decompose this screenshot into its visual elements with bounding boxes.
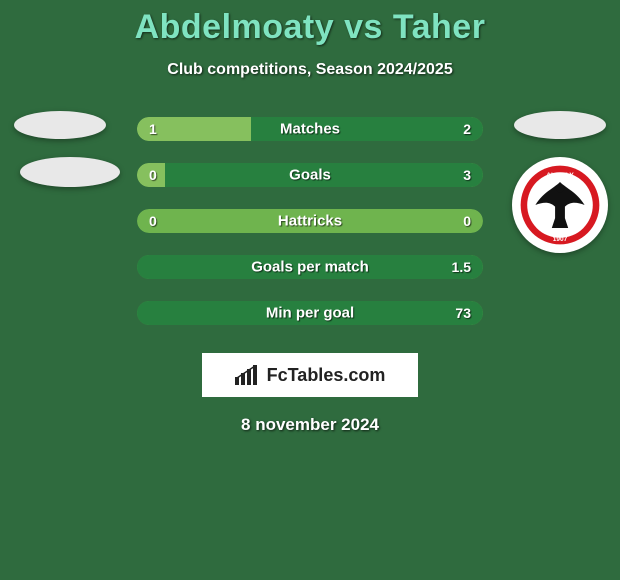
stat-value-right: 3 (463, 167, 471, 183)
comparison-region: AL AHLY 1907 Matches 1 2 Goals 0 3 Hattricks 0 0… (0, 117, 620, 325)
brand-text: FcTables.com (267, 365, 386, 386)
stat-value-right: 1.5 (452, 259, 471, 275)
al-ahly-crest-icon: AL AHLY 1907 (519, 164, 601, 246)
stat-value-left: 0 (149, 167, 157, 183)
stat-value-left: 1 (149, 121, 157, 137)
stat-bars: Matches 1 2 Goals 0 3 Hattricks 0 0 Goals per mat… (137, 117, 483, 325)
svg-text:AL AHLY: AL AHLY (546, 172, 574, 179)
stat-value-right: 0 (463, 213, 471, 229)
date-text: 8 november 2024 (0, 415, 620, 435)
stat-label: Goals (289, 167, 331, 184)
page-subtitle: Club competitions, Season 2024/2025 (0, 61, 620, 79)
stat-label: Hattricks (278, 213, 342, 230)
brand-box: FcTables.com (202, 353, 418, 397)
player-left-avatar-placeholder (14, 111, 106, 139)
svg-text:1907: 1907 (553, 236, 568, 243)
stat-label: Matches (280, 121, 340, 138)
stat-label: Min per goal (266, 305, 354, 322)
club-right-badge: AL AHLY 1907 (512, 157, 608, 253)
stat-value-right: 2 (463, 121, 471, 137)
player-right-avatar-placeholder (514, 111, 606, 139)
stat-label: Goals per match (251, 259, 369, 276)
stat-row: Matches 1 2 (137, 117, 483, 141)
stat-row: Min per goal 73 (137, 301, 483, 325)
stat-value-right: 73 (455, 305, 471, 321)
stat-row: Goals per match 1.5 (137, 255, 483, 279)
stat-row: Goals 0 3 (137, 163, 483, 187)
bar-chart-icon (235, 365, 261, 385)
stat-value-left: 0 (149, 213, 157, 229)
page-title: Abdelmoaty vs Taher (0, 0, 620, 47)
stat-row: Hattricks 0 0 (137, 209, 483, 233)
club-left-badge-placeholder (20, 157, 120, 187)
